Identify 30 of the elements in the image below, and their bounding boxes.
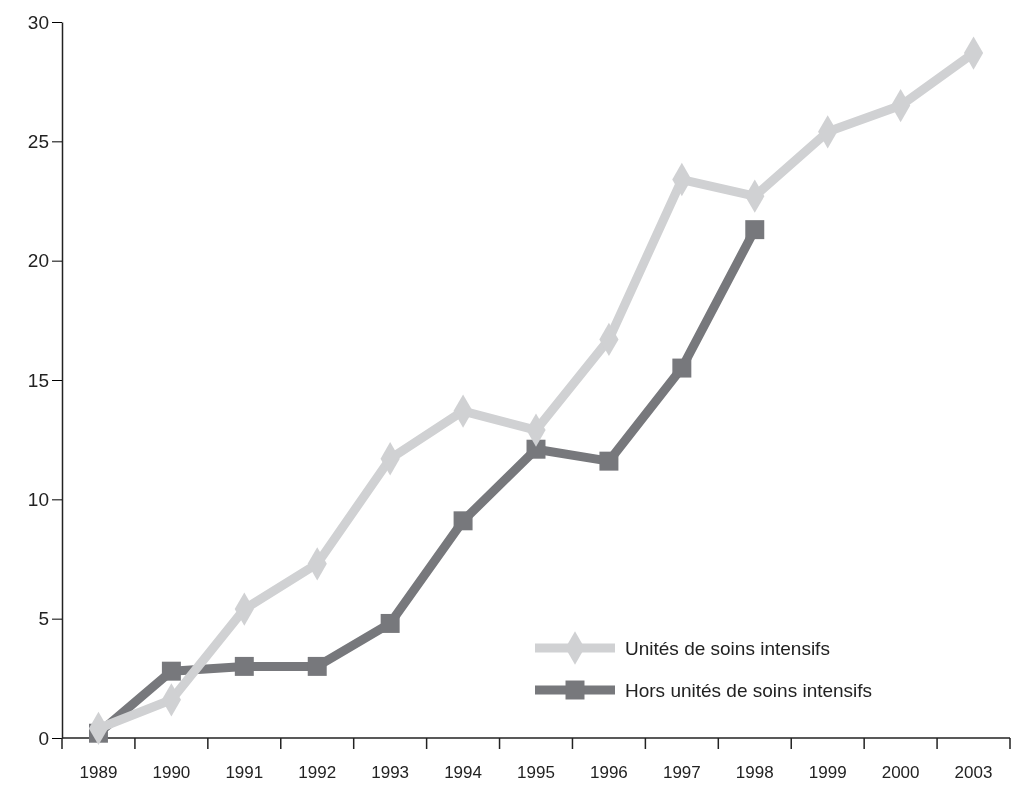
x-tick-label: 1998 [735,763,774,782]
x-tick-label: 1997 [662,763,701,782]
x-tick-label: 1990 [152,763,191,782]
y-tick-label: 5 [38,608,49,630]
legend-label: Hors unités de soins intensifs [625,680,873,701]
x-tick-label: 1995 [517,763,555,782]
y-tick-label: 15 [27,369,49,391]
y-tick-label: 25 [27,130,49,152]
point [745,220,765,240]
point [672,358,692,378]
point [161,661,181,681]
y-tick-label: 10 [27,488,49,510]
legend-label: Unités de soins intensifs [625,638,830,659]
x-tick-label: 2003 [954,763,993,782]
point [380,613,400,633]
x-tick-label: 1999 [808,763,847,782]
x-tick-label: 1993 [371,763,410,782]
x-tick-label: 1992 [298,763,337,782]
x-tick-label: 2000 [881,763,920,782]
point [599,451,619,471]
point [307,656,327,676]
point [234,656,254,676]
y-tick-label: 0 [38,727,49,749]
x-tick-label: 1996 [590,763,628,782]
x-tick-label: 1989 [79,763,118,782]
point [453,511,473,531]
y-tick-label: 30 [27,11,49,33]
y-tick-label: 20 [27,250,49,272]
x-tick-label: 1994 [444,763,482,782]
x-tick-label: 1991 [225,763,264,782]
